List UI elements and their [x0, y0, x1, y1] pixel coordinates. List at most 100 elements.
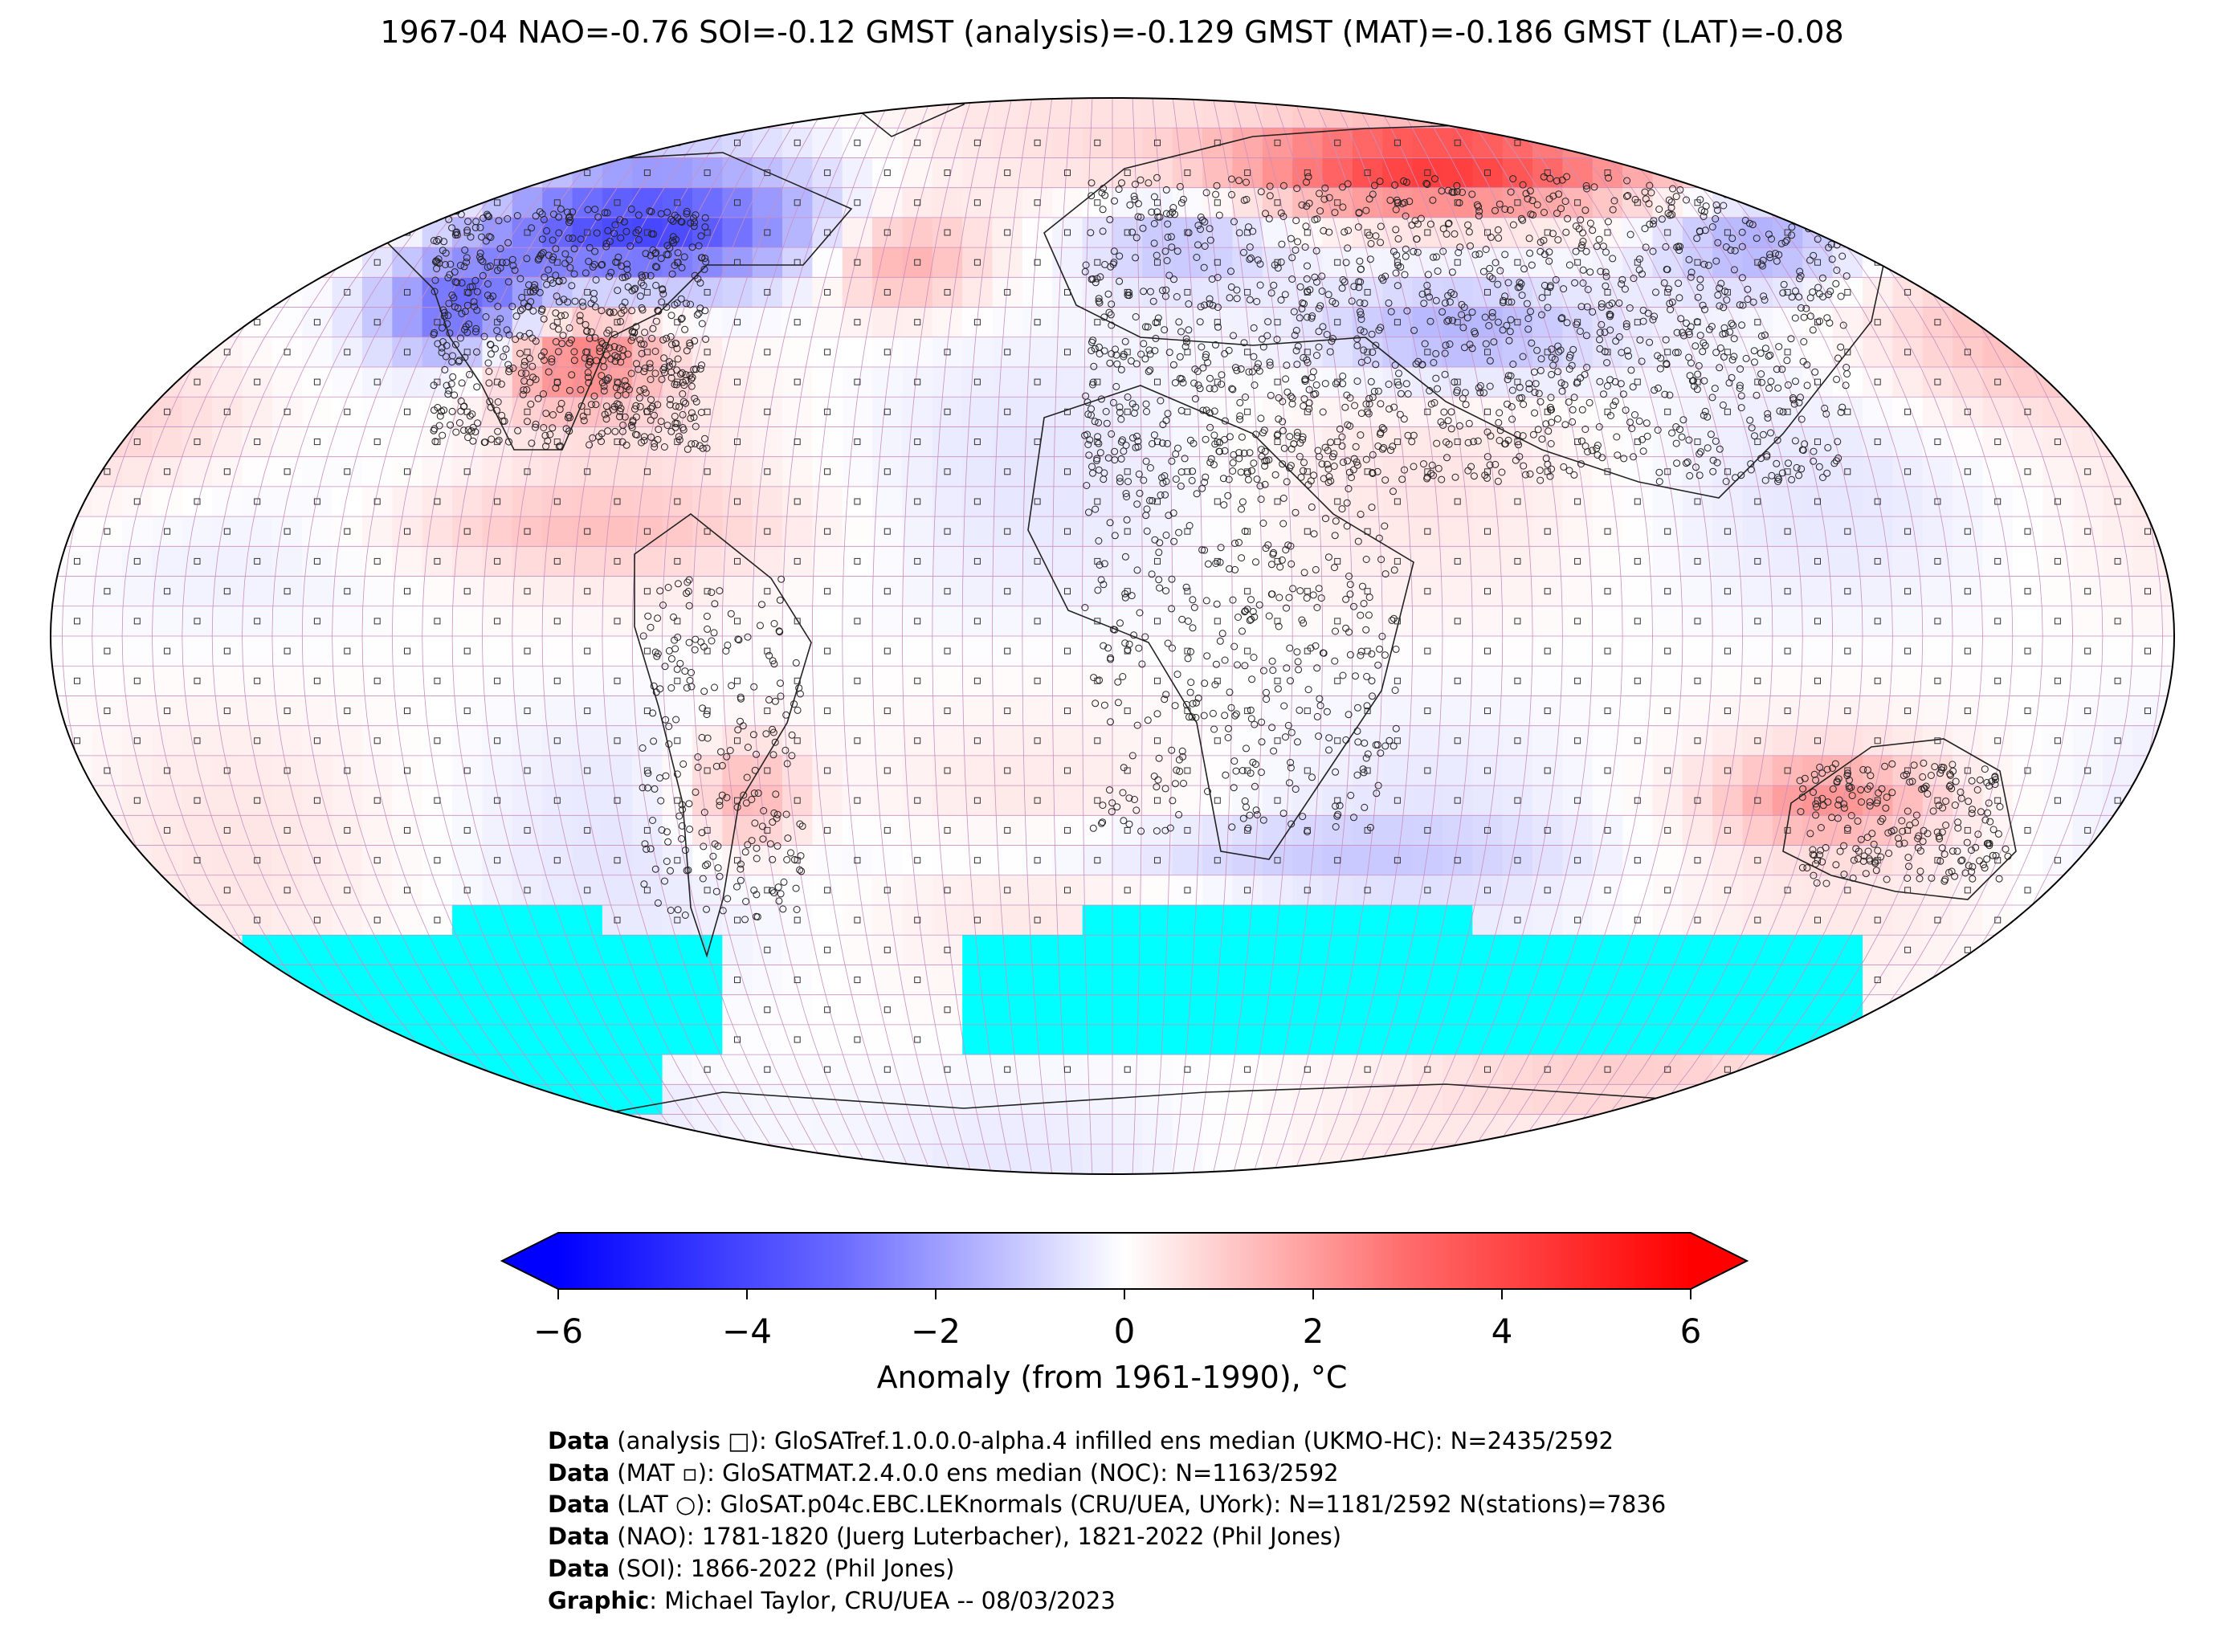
anomaly-cell	[1622, 546, 1654, 577]
anomaly-cell	[992, 935, 1023, 966]
analysis-marker	[223, 169, 231, 177]
anomaly-cell	[271, 875, 303, 906]
anomaly-cell	[51, 875, 63, 906]
anomaly-cell	[1863, 935, 1893, 966]
anomaly-cell	[1442, 755, 1473, 786]
anomaly-cell	[1802, 98, 1834, 128]
analysis-marker	[2084, 946, 2091, 953]
anomaly-cell	[1172, 546, 1203, 577]
analysis-marker	[74, 438, 80, 446]
anomaly-cell	[1292, 456, 1324, 487]
anomaly-cell	[752, 397, 783, 428]
anomaly-cell	[1262, 576, 1293, 607]
anomaly-cell	[1982, 965, 2014, 996]
anomaly-cell	[152, 426, 183, 458]
anomaly-cell	[242, 337, 273, 368]
anomaly-cell	[452, 1144, 484, 1174]
anomaly-cell	[1142, 935, 1173, 966]
anomaly-cell	[62, 277, 93, 308]
anomaly-cell	[632, 1024, 663, 1055]
analysis-marker	[2054, 139, 2061, 146]
analysis-marker	[2024, 229, 2031, 236]
anomaly-cell	[932, 397, 963, 428]
anomaly-cell	[962, 546, 994, 577]
anomaly-cell	[2102, 935, 2133, 966]
anomaly-cell	[1052, 815, 1083, 846]
anomaly-cell	[1412, 1054, 1443, 1085]
anomaly-cell	[1622, 785, 1654, 816]
anomaly-cell	[1953, 277, 1984, 308]
anomaly-cell	[1232, 905, 1263, 936]
anomaly-cell	[1652, 994, 1683, 1026]
anomaly-cell	[2132, 367, 2164, 398]
anomaly-cell	[1052, 606, 1083, 637]
station-marker	[1820, 182, 1828, 190]
anomaly-cell	[212, 128, 243, 159]
anomaly-cell	[752, 337, 783, 368]
anomaly-cell	[512, 516, 543, 547]
anomaly-cell	[692, 98, 723, 128]
anomaly-cell	[1922, 98, 1953, 128]
anomaly-cell	[2012, 845, 2043, 876]
anomaly-cell	[1802, 606, 1834, 637]
anomaly-cell	[1202, 516, 1234, 547]
anomaly-cell	[1232, 337, 1263, 368]
anomaly-cell	[1352, 1084, 1383, 1116]
anomaly-cell	[2102, 1114, 2133, 1145]
anomaly-cell	[1052, 187, 1083, 218]
anomaly-cell	[392, 337, 423, 368]
anomaly-cell	[242, 606, 273, 637]
anomaly-cell	[812, 247, 843, 278]
anomaly-cell	[1112, 845, 1143, 876]
anomaly-cell	[1772, 1084, 1803, 1116]
anomaly-cell	[962, 606, 994, 637]
anomaly-cell	[1412, 905, 1443, 936]
anomaly-cell	[842, 725, 873, 757]
anomaly-cell	[1772, 875, 1803, 906]
anomaly-cell	[1172, 965, 1203, 996]
analysis-marker	[313, 199, 320, 206]
anomaly-cell	[992, 695, 1023, 727]
anomaly-cell	[812, 1144, 843, 1174]
anomaly-cell	[92, 367, 123, 398]
anomaly-cell	[1472, 456, 1504, 487]
anomaly-cell	[1502, 755, 1533, 786]
analysis-marker	[2084, 229, 2091, 236]
anomaly-cell	[422, 1084, 453, 1116]
anomaly-cell	[51, 636, 63, 667]
anomaly-cell	[182, 98, 213, 128]
anomaly-cell	[1832, 606, 1863, 637]
analysis-marker	[2175, 858, 2181, 863]
anomaly-cell	[1412, 1024, 1443, 1055]
anomaly-cell	[212, 905, 243, 936]
anomaly-cell	[182, 1144, 213, 1174]
anomaly-cell	[1953, 1144, 1984, 1174]
anomaly-cell	[542, 337, 573, 368]
anomaly-cell	[1922, 636, 1953, 667]
anomaly-cell	[602, 187, 633, 218]
anomaly-cell	[902, 128, 933, 159]
anomaly-cell	[1052, 935, 1083, 966]
anomaly-cell	[1712, 486, 1744, 517]
anomaly-cell	[782, 725, 813, 757]
anomaly-cell	[512, 666, 543, 697]
anomaly-cell	[62, 666, 93, 697]
anomaly-cell	[1502, 1054, 1533, 1085]
anomaly-cell	[872, 1144, 904, 1174]
analysis-marker	[44, 827, 50, 833]
anomaly-cell	[1082, 397, 1113, 428]
anomaly-cell	[212, 666, 243, 697]
anomaly-cell	[932, 1144, 963, 1174]
anomaly-cell	[302, 516, 333, 547]
analysis-marker	[1754, 199, 1761, 206]
anomaly-cell	[422, 576, 453, 607]
anomaly-cell	[392, 98, 423, 128]
anomaly-cell	[182, 815, 213, 846]
anomaly-cell	[182, 935, 213, 966]
anomaly-cell	[271, 486, 303, 517]
anomaly-cell	[902, 486, 933, 517]
anomaly-cell	[542, 456, 573, 487]
anomaly-cell	[1382, 666, 1414, 697]
anomaly-cell	[1562, 965, 1594, 996]
anomaly-cell	[212, 755, 243, 786]
